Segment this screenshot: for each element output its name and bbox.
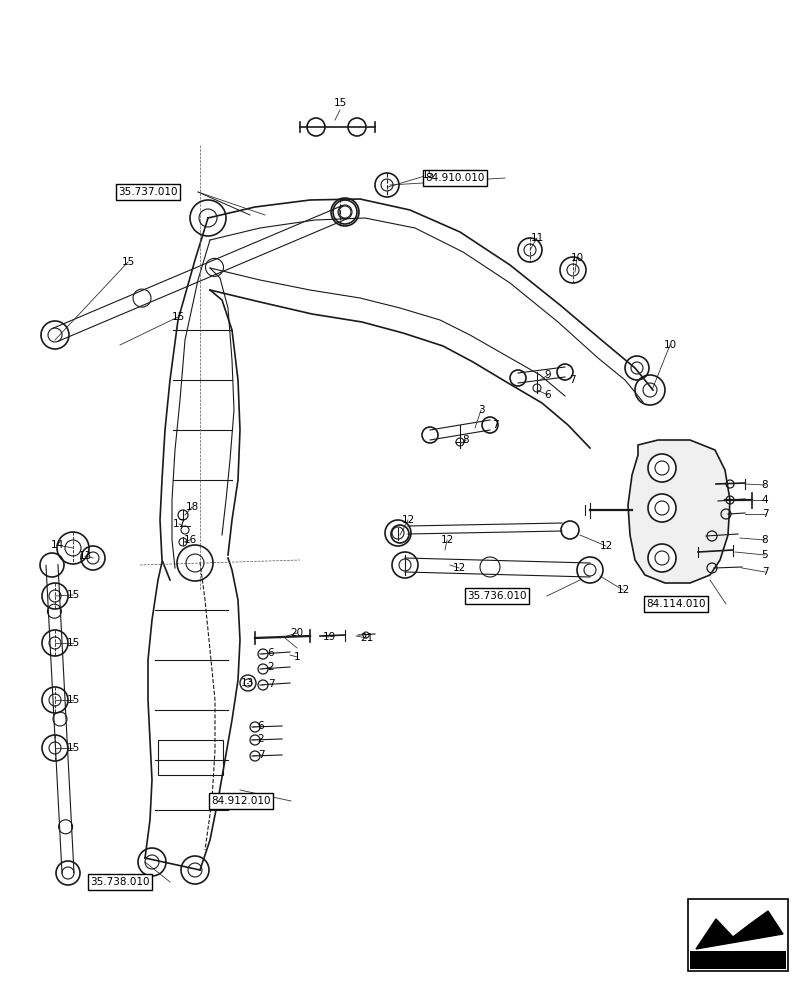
Text: 12: 12: [616, 585, 629, 595]
Text: 12: 12: [401, 515, 414, 525]
Text: 7: 7: [761, 567, 767, 577]
Text: 84.910.010: 84.910.010: [425, 173, 484, 183]
Text: 8: 8: [761, 480, 767, 490]
Text: 15: 15: [121, 257, 135, 267]
Bar: [158, 740, 223, 775]
Polygon shape: [627, 440, 729, 583]
Text: 12: 12: [452, 563, 465, 573]
Text: 15: 15: [67, 743, 79, 753]
Text: 35.737.010: 35.737.010: [118, 187, 178, 197]
Text: 84.114.010: 84.114.010: [646, 599, 705, 609]
Text: 17: 17: [172, 519, 186, 529]
Text: 15: 15: [421, 170, 434, 180]
Text: 15: 15: [67, 590, 79, 600]
Text: 21: 21: [360, 633, 373, 643]
Polygon shape: [695, 911, 782, 949]
Text: 3: 3: [477, 405, 483, 415]
Bar: [689, 951, 785, 969]
Text: 12: 12: [599, 541, 611, 551]
Bar: [687, 899, 787, 971]
Text: 13: 13: [79, 551, 92, 561]
Text: 16: 16: [183, 535, 196, 545]
Text: 35.738.010: 35.738.010: [90, 877, 149, 887]
Circle shape: [647, 494, 676, 522]
Text: 15: 15: [67, 638, 79, 648]
Text: 1: 1: [294, 652, 300, 662]
Text: 10: 10: [663, 340, 676, 350]
Text: 13: 13: [240, 678, 253, 688]
Text: 2: 2: [257, 734, 264, 744]
Text: 7: 7: [268, 679, 274, 689]
Text: 7: 7: [761, 509, 767, 519]
Text: 6: 6: [544, 390, 551, 400]
Text: 7: 7: [257, 750, 264, 760]
Text: 10: 10: [570, 253, 583, 263]
Text: 4: 4: [761, 495, 767, 505]
Text: 20: 20: [290, 628, 303, 638]
Text: 2: 2: [268, 662, 274, 672]
Text: 7: 7: [491, 420, 498, 430]
Text: 19: 19: [322, 632, 335, 642]
Text: 15: 15: [67, 695, 79, 705]
Text: 12: 12: [440, 535, 453, 545]
Text: 5: 5: [761, 550, 767, 560]
Text: 8: 8: [761, 535, 767, 545]
Text: 6: 6: [268, 648, 274, 658]
Text: 35.736.010: 35.736.010: [466, 591, 526, 601]
Circle shape: [647, 544, 676, 572]
Text: 14: 14: [50, 540, 63, 550]
Text: 8: 8: [462, 435, 469, 445]
Text: 7: 7: [568, 375, 575, 385]
Text: 6: 6: [257, 721, 264, 731]
Text: 18: 18: [185, 502, 199, 512]
Circle shape: [647, 454, 676, 482]
Text: 15: 15: [171, 312, 184, 322]
Text: 9: 9: [544, 370, 551, 380]
Text: 11: 11: [530, 233, 543, 243]
Text: 15: 15: [333, 98, 346, 108]
Text: 84.912.010: 84.912.010: [211, 796, 270, 806]
